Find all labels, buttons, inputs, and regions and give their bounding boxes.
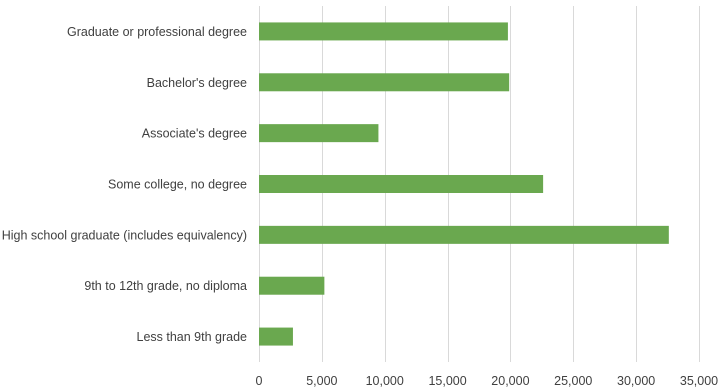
bar: [259, 175, 544, 193]
x-tick-label: 20,000: [491, 374, 529, 388]
x-tick-label: 0: [256, 374, 263, 388]
bar: [259, 327, 293, 346]
category-labels: Graduate or professional degree Bachelor'…: [2, 25, 247, 344]
x-tick-label: 35,000: [680, 374, 718, 388]
category-label: Associate's degree: [142, 127, 247, 141]
bar: [259, 73, 510, 92]
x-tick-label: 15,000: [428, 374, 466, 388]
category-label: Some college, no degree: [108, 178, 247, 192]
category-label: Graduate or professional degree: [67, 25, 247, 39]
x-tick-label: 25,000: [554, 374, 592, 388]
x-tick-label: 5,000: [306, 374, 337, 388]
category-label: 9th to 12th grade, no diploma: [84, 279, 247, 293]
category-label: Less than 9th grade: [137, 330, 248, 344]
bar: [259, 22, 508, 41]
bar: [259, 225, 669, 244]
x-axis-tick-labels: 0 5,000 10,000 15,000 20,000 25,000 30,000 35,0…: [256, 374, 718, 388]
x-tick-label: 10,000: [366, 374, 404, 388]
category-label: High school graduate (includes equivalen…: [2, 228, 247, 242]
bar: [259, 276, 325, 295]
x-tick-label: 30,000: [617, 374, 655, 388]
category-label: Bachelor's degree: [147, 76, 247, 90]
bar: [259, 124, 379, 143]
bars: [259, 22, 669, 346]
